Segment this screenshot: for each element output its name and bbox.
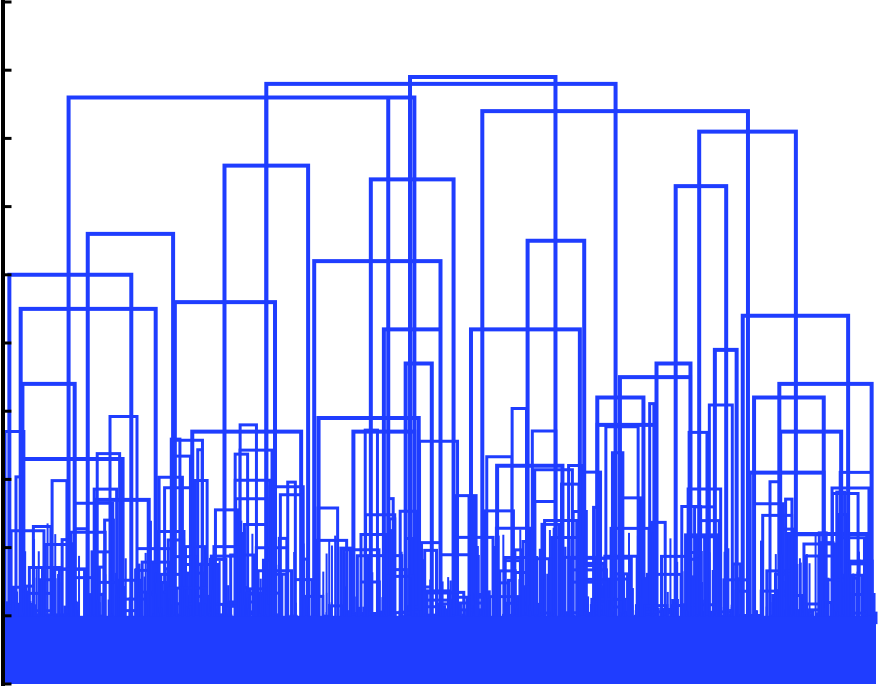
dendrogram-link [381,327,443,618]
dendrogram-link [768,480,781,625]
dendrogram-link [368,177,456,618]
dendrogram-link [740,313,851,618]
dendrogram-link [697,129,798,618]
dendrogram-link [351,429,417,618]
dendrogram-link [196,448,204,625]
dendrogram-link [50,479,69,625]
dendrogram-link [66,95,391,618]
dendrogram-link [467,496,476,625]
dendrogram-link [533,499,557,625]
dendrogram-link [14,475,23,625]
dendrogram-link [233,452,250,625]
dendrogram-link [398,509,418,625]
dendrogram-link [408,75,558,618]
dendrogram-link [771,593,804,625]
dendrogram-link [386,574,415,625]
dendrogram-link [610,451,625,625]
dendrogram-link [264,81,618,618]
leaf-mass-block [5,615,876,684]
dendrogram-link [95,452,122,625]
dendrogram-link [680,504,703,625]
dendrogram-link [707,403,734,625]
y-axis [1,0,12,686]
dendrogram-link [595,422,659,618]
dendrogram-link [278,493,304,625]
dendrogram-link [157,529,186,625]
dendrogram-link [454,535,495,625]
dendrogram-link [363,428,379,625]
dendrogram-link [420,541,443,625]
dendrogram-link [673,184,729,618]
dendrogram-link [238,448,274,625]
dendrogram-link [648,402,656,625]
dendrogram-link [314,538,349,625]
dendrogram-link [403,361,434,618]
dendrogram-link [619,496,643,625]
dendrogram-link [92,487,119,625]
dendrogram-link [604,425,640,625]
dendrogram-link [173,454,192,625]
dendrogram-link [485,455,514,625]
leaf-mass [5,520,877,684]
dendrogram-link [712,347,739,618]
dendrogram-link [286,480,297,625]
dendrogram-link [418,439,460,625]
dendrogram-link [108,415,139,625]
dendrogram-link [550,536,584,625]
dendrogram-link [43,543,73,625]
dendrogram-link [693,505,717,625]
dendrogram-link [752,502,785,625]
dendrogram-link [687,430,709,625]
dendrogram-link [569,580,608,625]
dendrogram-link [830,486,871,625]
dendrogram-link [483,509,515,625]
